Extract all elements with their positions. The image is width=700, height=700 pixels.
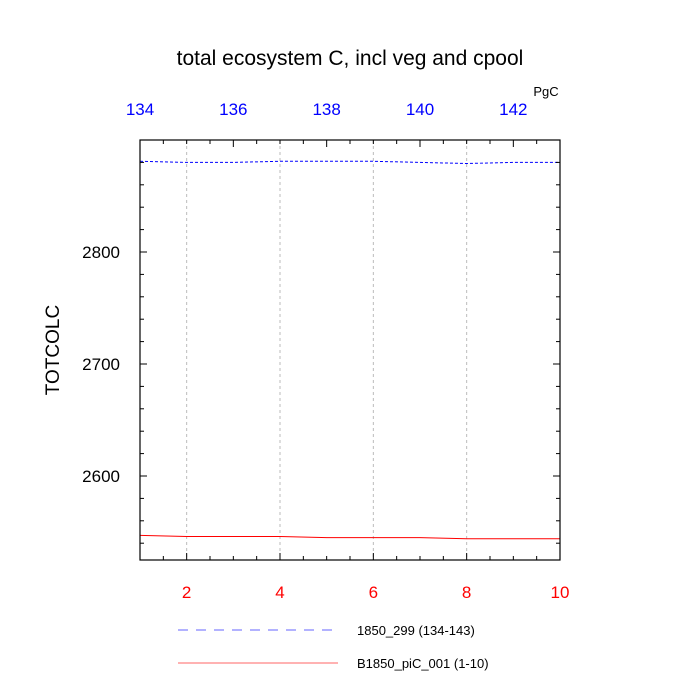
top-axis-tick-label: 142: [499, 100, 527, 119]
series-line-2: [139, 534, 560, 540]
top-axis-tick-label: 138: [312, 100, 340, 119]
y-axis-tick-label: 2600: [82, 467, 120, 486]
y-axis-label: TOTCOLC: [43, 305, 64, 395]
axes: 2 4 6 8 10 134 136 138 140 142 2600 2700 2800: [82, 100, 569, 602]
series-line-1: [139, 160, 560, 165]
bottom-axis-tick-label: 8: [462, 583, 471, 602]
bottom-axis-tick-label: 4: [275, 583, 284, 602]
series-layer: [139, 160, 560, 540]
plot-frame: [139, 139, 561, 561]
top-axis-tick-label: 134: [126, 100, 154, 119]
legend-label-1: 1850_299 (134-143): [357, 623, 475, 638]
units-label: PgC: [533, 84, 558, 99]
bottom-axis-tick-label: 2: [182, 583, 191, 602]
grid: [186, 140, 468, 560]
legend: 1850_299 (134-143) B1850_piC_001 (1-10): [178, 623, 489, 671]
bottom-axis-tick-label: 6: [369, 583, 378, 602]
y-axis-tick-label: 2800: [82, 243, 120, 262]
top-axis-tick-label: 136: [219, 100, 247, 119]
legend-label-2: B1850_piC_001 (1-10): [357, 656, 489, 671]
chart-title: total ecosystem C, incl veg and cpool: [177, 47, 524, 70]
bottom-axis-tick-label: 10: [551, 583, 570, 602]
top-axis-tick-label: 140: [406, 100, 434, 119]
y-axis-tick-label: 2700: [82, 355, 120, 374]
